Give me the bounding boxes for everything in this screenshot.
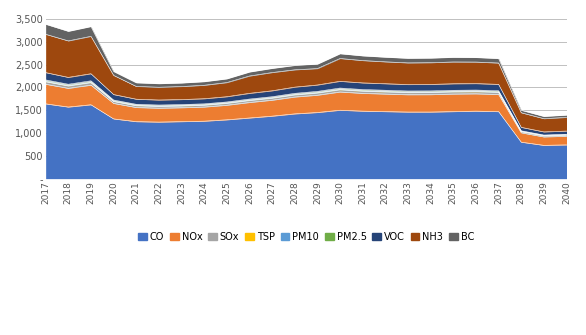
Legend: CO, NOx, SOx, TSP, PM10, PM2.5, VOC, NH3, BC: CO, NOx, SOx, TSP, PM10, PM2.5, VOC, NH3… (134, 228, 478, 246)
